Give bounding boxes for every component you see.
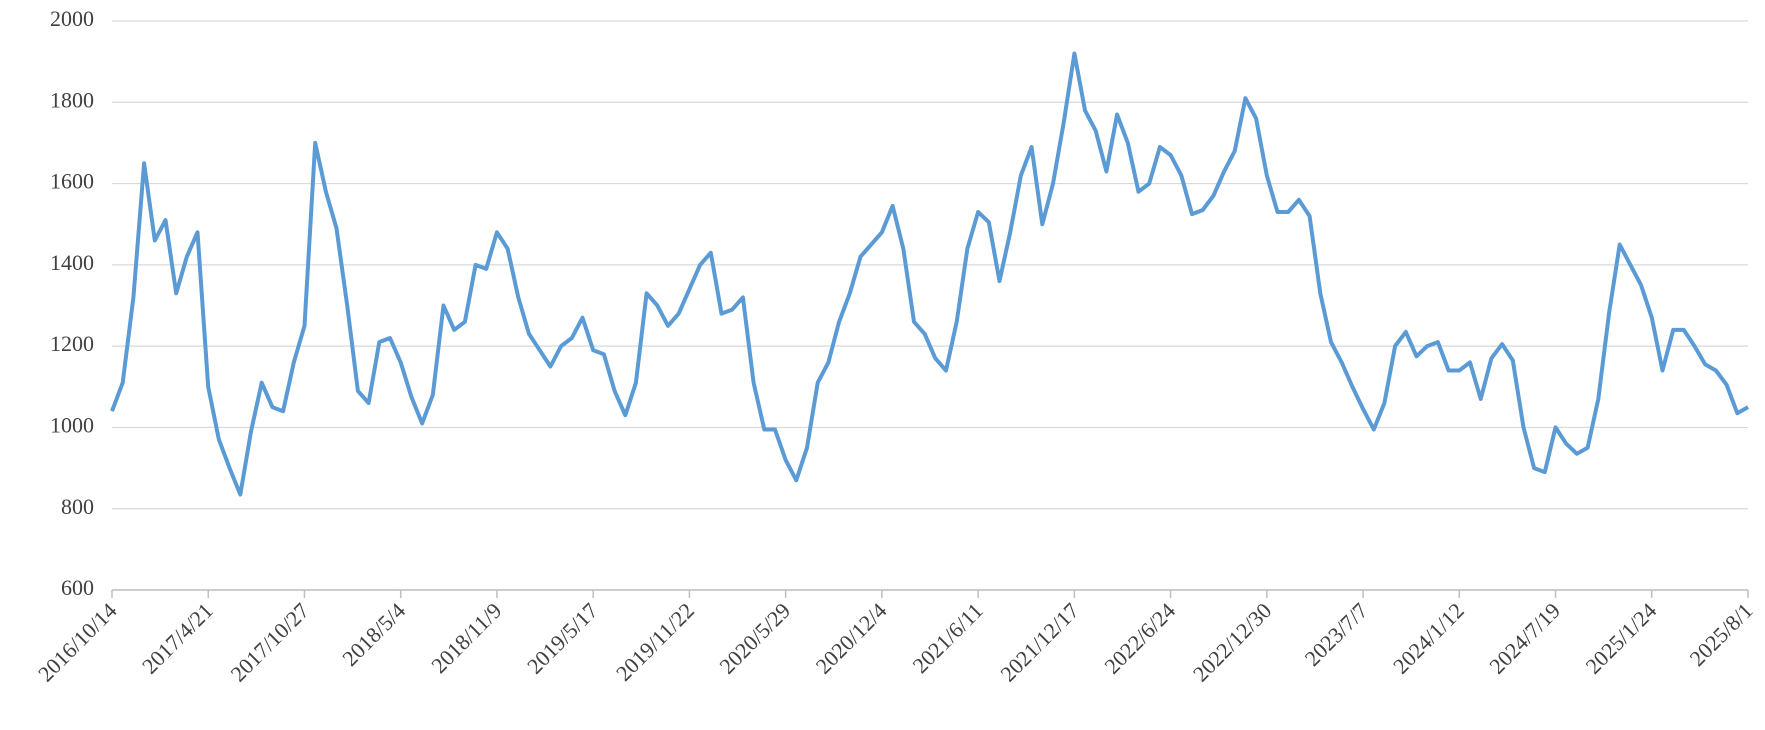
x-tick-label: 2022/6/24 [1099,598,1180,679]
x-tick-label: 2018/5/4 [337,598,410,671]
x-tick-label: 2022/12/30 [1188,598,1277,687]
x-tick-label: 2025/1/24 [1581,598,1662,679]
x-tick-label: 2016/10/14 [33,598,122,687]
x-tick-label: 2021/6/11 [907,598,987,678]
y-tick-label: 800 [61,494,94,519]
y-tick-label: 1600 [50,169,94,194]
x-tick-label: 2020/5/29 [714,598,795,679]
x-tick-label: 2020/12/4 [811,598,892,679]
x-tick-label: 2017/10/27 [225,598,314,687]
y-tick-label: 600 [61,575,94,600]
y-tick-label: 2000 [50,6,94,31]
x-tick-label: 2017/4/21 [137,598,218,679]
x-tick-label: 2023/7/7 [1300,598,1373,671]
x-tick-label: 2025/8/1 [1685,598,1758,671]
y-tick-label: 1000 [50,412,94,437]
x-tick-label: 2024/7/19 [1484,598,1565,679]
x-tick-label: 2019/5/17 [522,598,603,679]
x-tick-label: 2021/12/17 [995,598,1084,687]
y-tick-label: 1200 [50,331,94,356]
y-tick-label: 1400 [50,250,94,275]
y-tick-label: 1800 [50,87,94,112]
x-tick-label: 2018/11/9 [426,598,506,678]
series-line [110,51,1749,497]
x-tick-label: 2019/11/22 [611,598,699,686]
x-tick-label: 2024/1/12 [1388,598,1469,679]
